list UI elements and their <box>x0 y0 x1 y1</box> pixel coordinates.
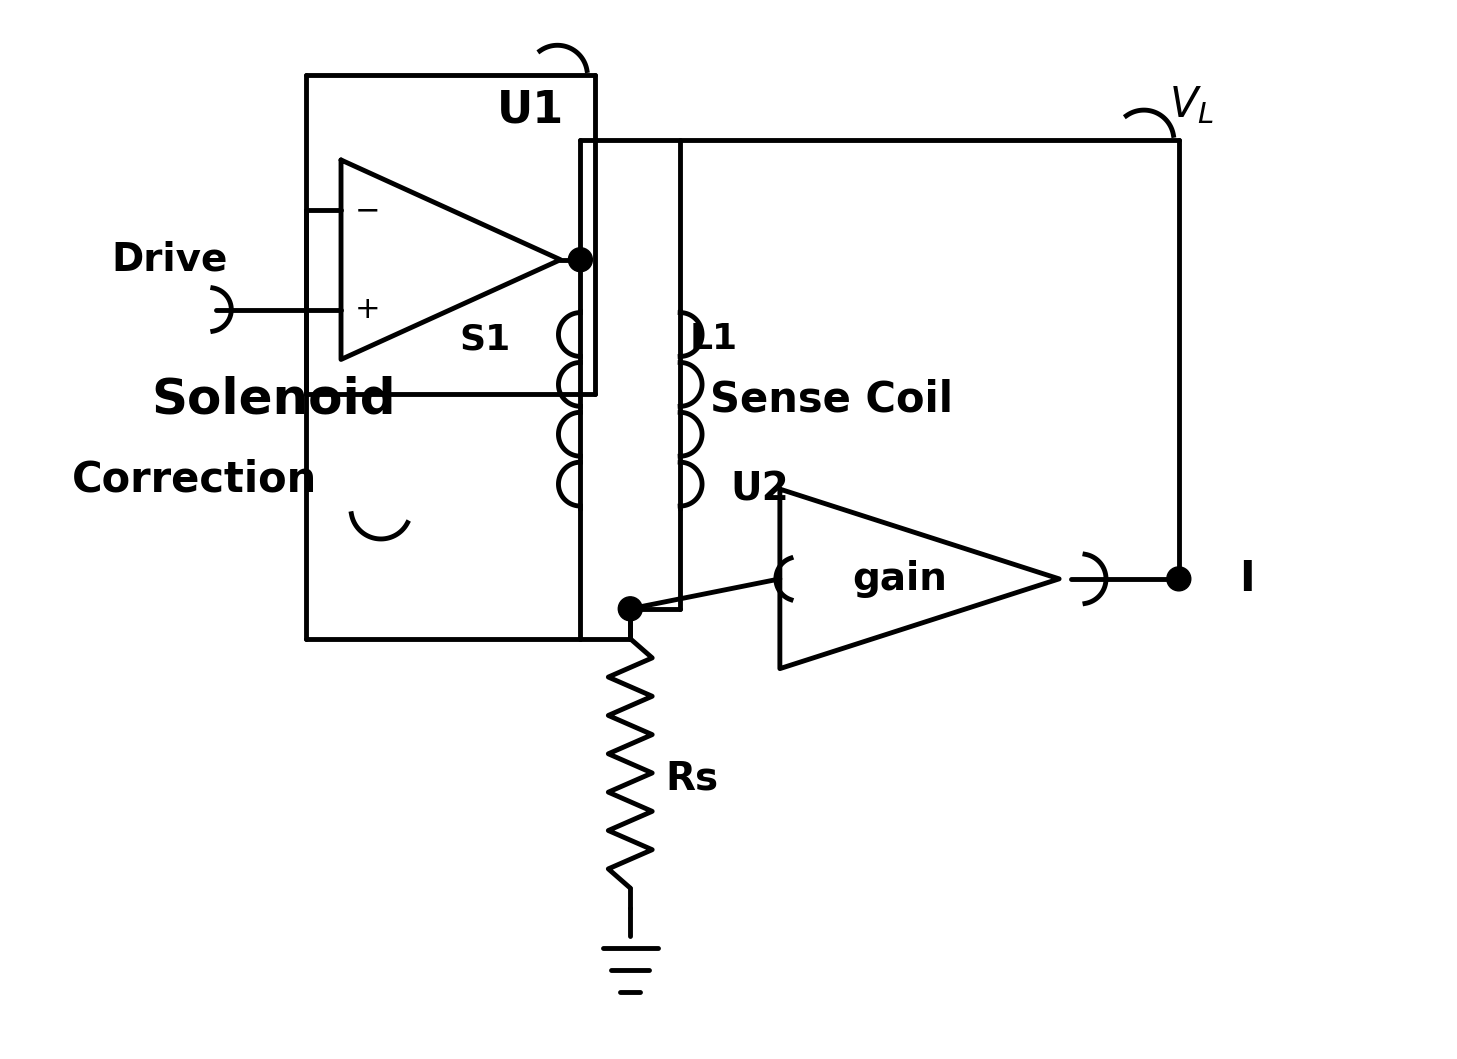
Text: Sense Coil: Sense Coil <box>710 378 953 420</box>
Text: $+$: $+$ <box>354 295 379 324</box>
Text: gain: gain <box>852 560 947 598</box>
Text: Drive: Drive <box>112 240 227 279</box>
Text: L1: L1 <box>691 323 739 357</box>
Text: Rs: Rs <box>666 759 718 797</box>
Text: U2: U2 <box>730 470 788 508</box>
Text: I: I <box>1238 558 1254 599</box>
Text: U1: U1 <box>497 89 564 131</box>
Text: $V_L$: $V_L$ <box>1169 84 1214 126</box>
Text: Solenoid: Solenoid <box>152 375 396 424</box>
Circle shape <box>618 597 643 621</box>
Circle shape <box>1167 567 1190 591</box>
Text: S1: S1 <box>459 323 510 357</box>
Circle shape <box>568 248 593 272</box>
Text: $-$: $-$ <box>354 195 379 225</box>
Text: Correction: Correction <box>71 459 318 500</box>
